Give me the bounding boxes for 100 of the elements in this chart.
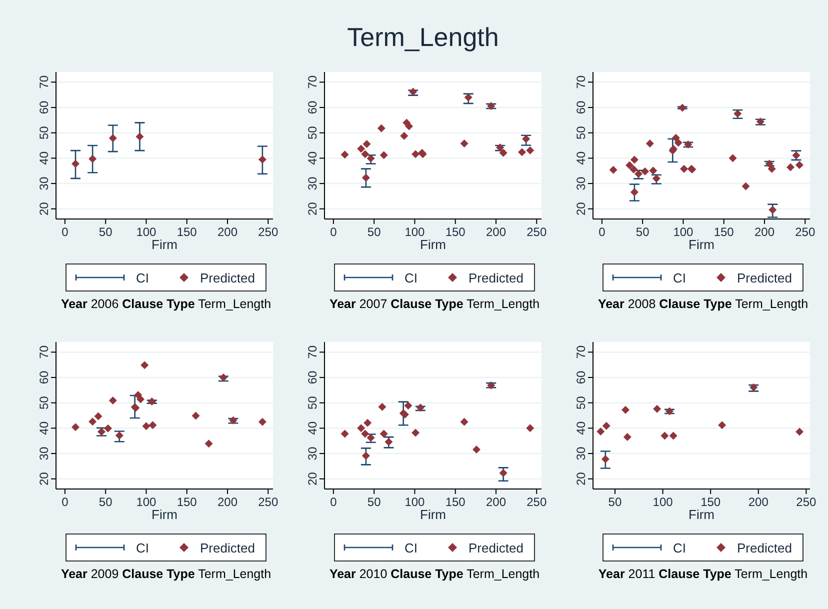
- y-tick-label: 20: [37, 202, 51, 216]
- point: [357, 424, 366, 432]
- x-tick-label: 0: [62, 225, 69, 239]
- y-tick-label: 50: [574, 396, 588, 410]
- x-tick-label: 250: [796, 495, 817, 509]
- y-tick-label: 70: [306, 345, 320, 359]
- point: [742, 182, 750, 190]
- x-tick-label: 150: [445, 225, 466, 239]
- x-tick-label: 250: [795, 225, 816, 239]
- text: Year 2008 Clause Type Term_Length: [598, 297, 808, 311]
- point: [258, 155, 266, 164]
- y-tick-label: 50: [306, 396, 320, 410]
- point: [362, 174, 370, 182]
- x-tick-label: 100: [652, 495, 674, 509]
- legend-label: Predicted: [200, 270, 255, 286]
- text: Year 2011 Clause Type Term_Length: [598, 567, 808, 581]
- point: [412, 150, 420, 158]
- point: [72, 423, 80, 432]
- x-tick-label: 200: [217, 225, 238, 239]
- x-tick-label: 250: [258, 495, 278, 509]
- point: [361, 430, 370, 438]
- point: [768, 206, 777, 214]
- x-tick-label: 0: [330, 225, 338, 239]
- legend-label: CI: [136, 540, 149, 556]
- point: [601, 455, 610, 464]
- point: [404, 402, 412, 410]
- y-tick-label: 30: [574, 446, 588, 460]
- y-tick-label: 30: [306, 446, 320, 460]
- point: [630, 156, 638, 164]
- x-tick-label: 0: [598, 225, 606, 239]
- point: [380, 430, 388, 438]
- x-axis-title: Firm: [688, 507, 714, 522]
- point: [362, 140, 371, 148]
- y-tick-label: 60: [306, 370, 320, 384]
- point: [258, 418, 266, 426]
- text: Year 2009 Clause Type Term_Length: [60, 567, 272, 581]
- y-tick-label: 40: [574, 151, 588, 165]
- legend-label: Predicted: [737, 540, 792, 556]
- legend-label: CI: [136, 270, 149, 286]
- x-tick-label: 100: [136, 225, 157, 239]
- point: [646, 139, 654, 148]
- point: [378, 402, 386, 411]
- y-tick-label: 50: [37, 396, 51, 410]
- y-tick-label: 60: [37, 370, 51, 384]
- point: [499, 469, 508, 478]
- x-tick-label: 50: [608, 495, 622, 509]
- point: [364, 418, 372, 427]
- x-tick-label: 150: [176, 225, 198, 239]
- point: [499, 148, 508, 157]
- point: [623, 433, 632, 442]
- point: [609, 166, 618, 174]
- legend-label: CI: [404, 540, 418, 556]
- x-tick-label: 50: [636, 225, 650, 239]
- y-tick-label: 40: [306, 151, 320, 165]
- x-tick-label: 50: [367, 495, 382, 509]
- point: [380, 151, 388, 160]
- point: [596, 427, 605, 436]
- y-tick-label: 60: [37, 100, 51, 114]
- point: [340, 150, 349, 159]
- point: [412, 428, 420, 437]
- point: [674, 138, 682, 147]
- point: [136, 132, 144, 141]
- y-tick-label: 70: [306, 75, 320, 89]
- point: [340, 430, 349, 438]
- x-tick-label: 100: [136, 495, 157, 509]
- point: [641, 167, 650, 176]
- point: [518, 148, 526, 156]
- y-tick-label: 30: [306, 176, 320, 190]
- point: [94, 412, 102, 420]
- y-tick-label: 40: [574, 421, 588, 435]
- point: [680, 164, 688, 173]
- point: [669, 432, 678, 440]
- x-tick-label: 100: [673, 225, 694, 239]
- legend-label: CI: [673, 540, 686, 556]
- point: [88, 154, 97, 163]
- point: [405, 122, 414, 130]
- point: [718, 421, 726, 430]
- x-tick-label: 250: [526, 495, 547, 509]
- x-tick-label: 50: [98, 495, 113, 509]
- point: [660, 432, 669, 440]
- point: [377, 124, 386, 132]
- y-tick-label: 70: [574, 75, 588, 89]
- x-axis-title: Firm: [152, 237, 178, 252]
- x-axis-title: Firm: [420, 507, 446, 522]
- x-axis-title: Firm: [688, 237, 714, 252]
- point: [361, 150, 370, 158]
- y-tick-label: 40: [37, 421, 51, 435]
- x-tick-label: 100: [404, 225, 426, 239]
- point: [795, 428, 804, 436]
- point: [357, 144, 366, 153]
- x-tick-label: 150: [445, 495, 466, 509]
- point: [460, 139, 468, 148]
- y-tick-label: 20: [306, 472, 320, 486]
- point: [728, 154, 737, 162]
- x-tick-label: 200: [486, 225, 506, 239]
- point: [653, 404, 662, 413]
- legend-label: Predicted: [468, 540, 524, 556]
- point: [472, 445, 480, 454]
- text: Year 2010 Clause Type Term_Length: [329, 567, 540, 581]
- y-tick-label: 70: [574, 345, 588, 359]
